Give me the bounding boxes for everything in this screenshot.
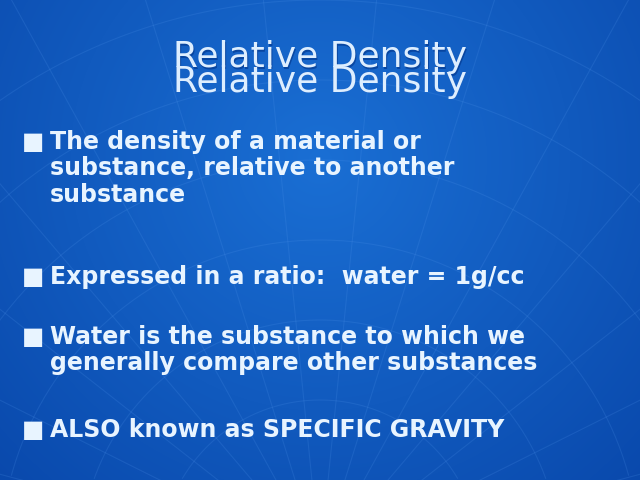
Text: ■: ■ <box>22 418 44 442</box>
Text: ■: ■ <box>22 325 44 349</box>
Text: Relative Density: Relative Density <box>175 41 468 75</box>
Text: substance, relative to another: substance, relative to another <box>50 156 454 180</box>
Text: ■: ■ <box>22 265 44 289</box>
Text: ALSO known as SPECIFIC GRAVITY: ALSO known as SPECIFIC GRAVITY <box>50 418 504 442</box>
Text: Expressed in a ratio:  water = 1g/cc: Expressed in a ratio: water = 1g/cc <box>50 265 525 289</box>
Text: ■: ■ <box>22 130 44 154</box>
Text: Relative Density: Relative Density <box>173 65 467 99</box>
Text: Relative Density: Relative Density <box>173 40 467 74</box>
Text: generally compare other substances: generally compare other substances <box>50 351 538 375</box>
Text: Relative Density: Relative Density <box>173 65 467 99</box>
Text: substance: substance <box>50 183 186 207</box>
Text: The density of a material or: The density of a material or <box>50 130 421 154</box>
Text: Water is the substance to which we: Water is the substance to which we <box>50 325 525 349</box>
